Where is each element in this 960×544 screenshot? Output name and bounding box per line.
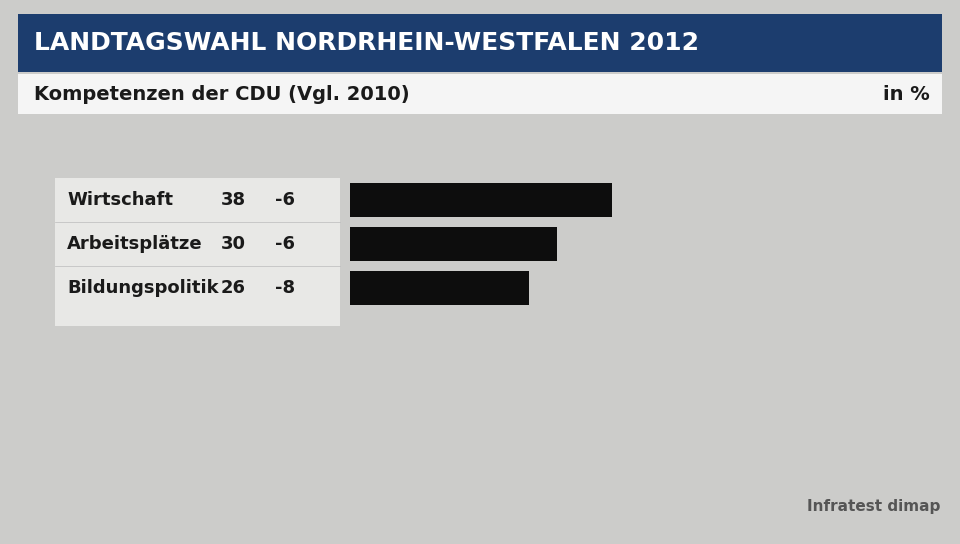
Bar: [55, 178, 340, 326]
Text: -6: -6: [275, 191, 295, 209]
Text: Bildungspolitik: Bildungspolitik: [67, 279, 219, 297]
Bar: [350, 271, 529, 305]
Bar: [18, 74, 942, 114]
Text: -6: -6: [275, 235, 295, 253]
Text: LANDTAGSWAHL NORDRHEIN-WESTFALEN 2012: LANDTAGSWAHL NORDRHEIN-WESTFALEN 2012: [34, 31, 699, 55]
Text: 30: 30: [221, 235, 246, 253]
Text: Kompetenzen der CDU (Vgl. 2010): Kompetenzen der CDU (Vgl. 2010): [34, 84, 410, 103]
Text: -8: -8: [275, 279, 295, 297]
Text: 26: 26: [221, 279, 246, 297]
Bar: [350, 183, 612, 217]
Text: 38: 38: [221, 191, 246, 209]
Text: Arbeitsplätze: Arbeitsplätze: [67, 235, 203, 253]
Bar: [350, 227, 557, 261]
Text: in %: in %: [883, 84, 930, 103]
Text: Wirtschaft: Wirtschaft: [67, 191, 173, 209]
Text: Infratest dimap: Infratest dimap: [806, 498, 940, 514]
Bar: [18, 14, 942, 72]
